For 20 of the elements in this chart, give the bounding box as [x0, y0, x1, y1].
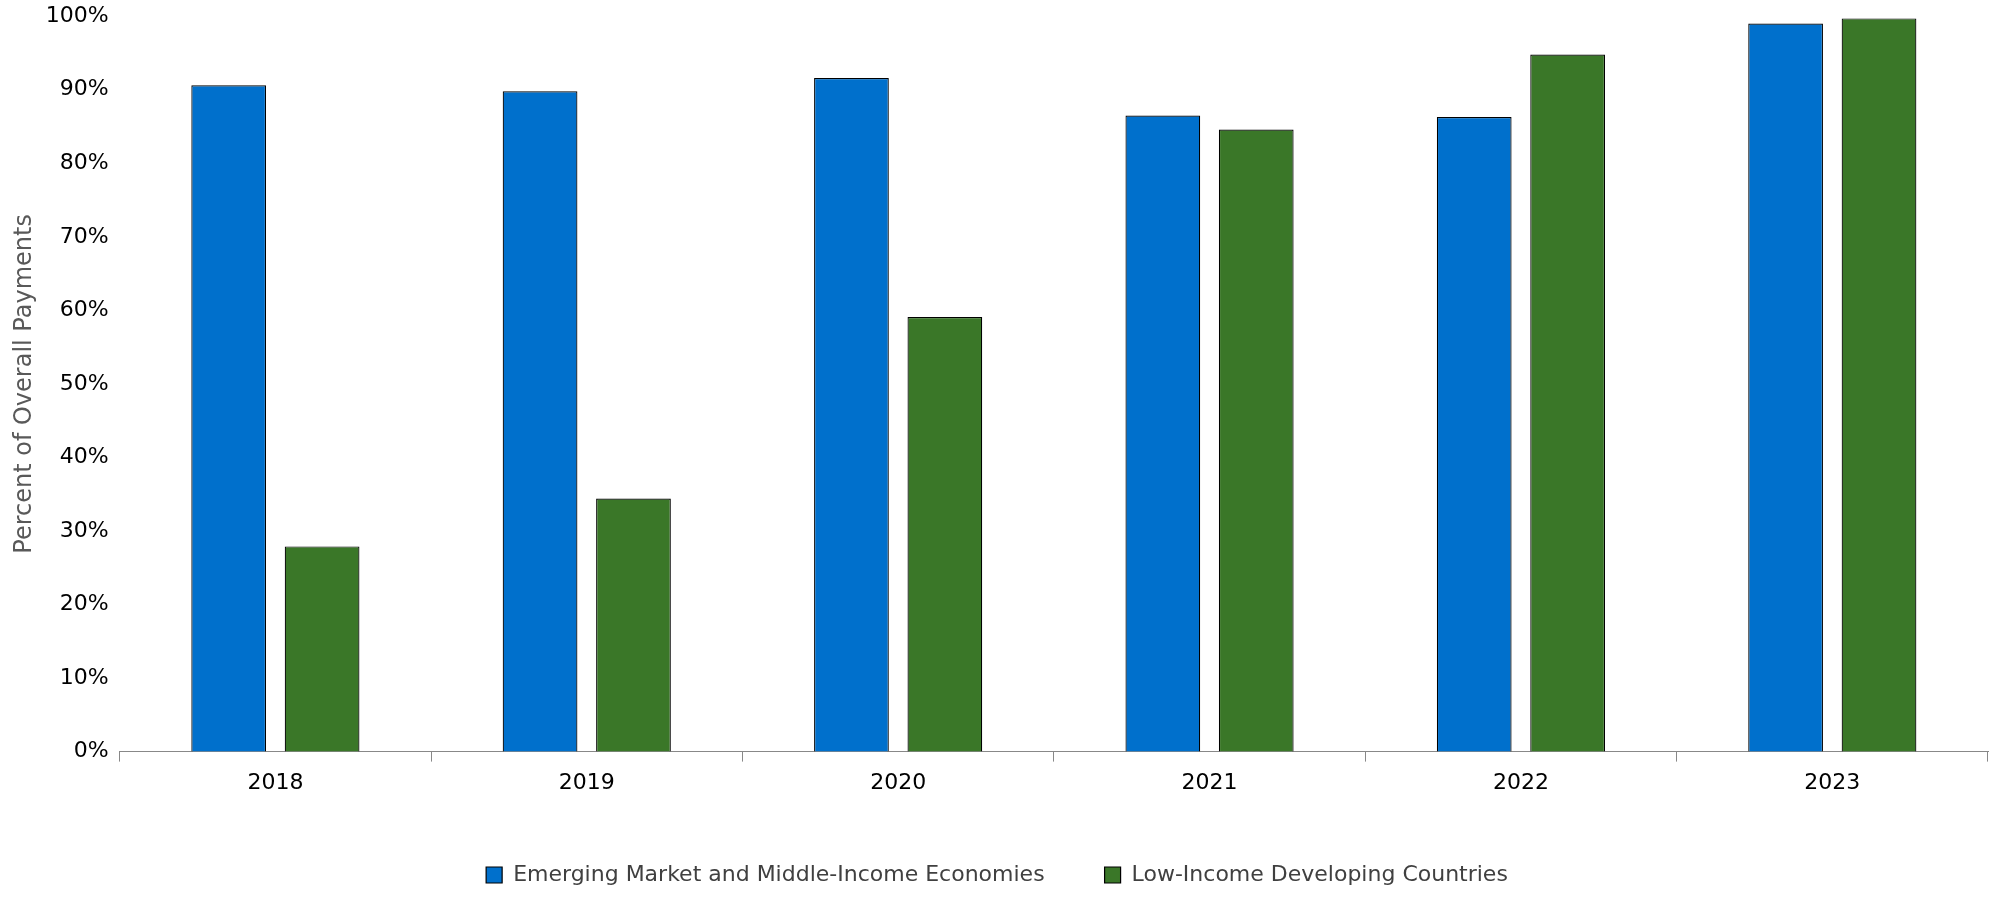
y-tick-label: 60% [59, 296, 109, 322]
x-tick-label: 2018 [247, 768, 304, 794]
legend-label: Low-Income Developing Countries [1131, 860, 1508, 886]
y-axis-title: Percent of Overall Payments [8, 214, 37, 554]
y-tick-label: 50% [59, 369, 109, 395]
x-tick-label: 2021 [1181, 768, 1238, 794]
y-tick-label: 10% [59, 663, 109, 689]
y-tick-label: 80% [59, 149, 109, 174]
legend-label: Emerging Market and Middle-Income Economies [513, 860, 1045, 886]
x-tick-label: 2023 [1804, 768, 1861, 794]
y-tick-label: 100% [45, 1, 109, 27]
x-tick-label: 2020 [870, 768, 927, 794]
y-tick-label: 30% [59, 516, 109, 542]
y-tick-label: 40% [59, 443, 109, 469]
y-tick-label: 0% [73, 737, 109, 763]
x-tick-label: 2022 [1492, 768, 1549, 794]
x-tick-label: 2019 [558, 768, 615, 794]
y-tick-label: 90% [59, 75, 109, 101]
y-tick-label: 20% [59, 590, 109, 616]
y-tick-label: 70% [59, 222, 109, 248]
